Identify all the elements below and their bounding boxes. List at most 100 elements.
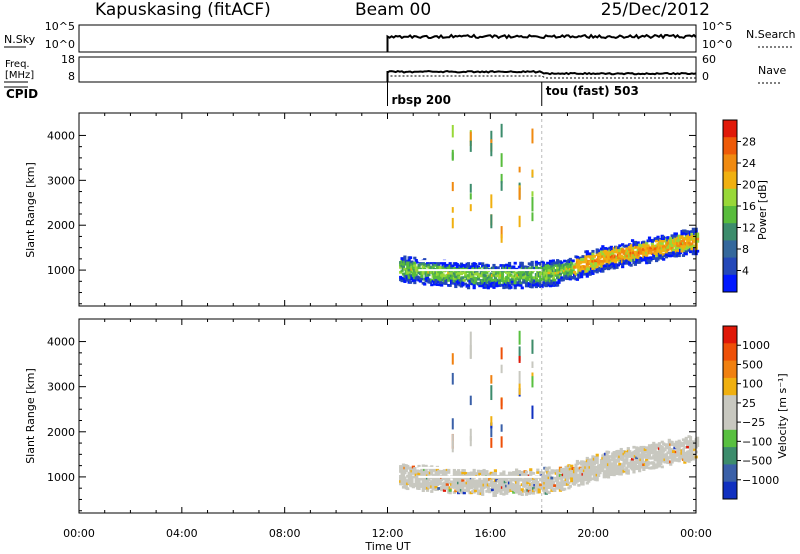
echo-cell [662, 235, 666, 239]
echo-cell [696, 444, 700, 447]
echo-cell [541, 474, 546, 477]
echo-cell [604, 249, 608, 253]
echo-cell [679, 453, 683, 457]
echo-cell [500, 424, 503, 432]
time-tick-label: 00:00 [680, 527, 712, 540]
echo-cell [478, 262, 482, 265]
echo-cell [407, 271, 411, 274]
echo-cell [430, 472, 434, 476]
echo-cell [493, 471, 498, 475]
echo-cell [595, 476, 599, 479]
echo-cell [642, 240, 646, 244]
echo-cell [408, 281, 413, 284]
echo-cell [512, 483, 516, 487]
echo-cell [548, 259, 553, 263]
echo-cell [647, 261, 652, 264]
echo-cell [518, 187, 521, 200]
echo-cell [413, 261, 417, 265]
echo-cell [531, 169, 534, 178]
echo-cell [633, 250, 637, 254]
colorbar-tick-label: 25 [742, 397, 756, 410]
echo-cell [696, 249, 700, 253]
echo-cell [585, 250, 589, 254]
echo-cell [670, 234, 674, 238]
echo-cell [462, 278, 466, 282]
echo-cell [451, 353, 454, 365]
echo-cell [632, 470, 636, 474]
echo-cell [687, 440, 691, 443]
colorbar-segment [723, 412, 737, 431]
echo-cell [657, 442, 662, 445]
echo-cell [585, 265, 589, 268]
echo-cell [580, 275, 584, 279]
echo-cell [454, 270, 458, 274]
colorbar-segment [723, 343, 737, 362]
echo-cell [647, 454, 652, 457]
echo-cell [474, 489, 478, 493]
echo-cell [537, 490, 541, 494]
echo-cell [671, 450, 676, 453]
echo-cell [587, 267, 591, 271]
echo-cell [659, 251, 663, 255]
echo-cell [507, 264, 512, 268]
echo-cell [468, 479, 472, 482]
y-tick-label: 4000 [47, 336, 75, 349]
echo-cell [423, 263, 427, 266]
echo-cell [500, 364, 503, 374]
echo-cell [626, 447, 630, 450]
echo-cell [464, 282, 468, 286]
echo-cell [581, 482, 585, 486]
echo-cell [670, 246, 674, 250]
echo-cell [520, 473, 524, 477]
echo-cell [461, 276, 465, 280]
echo-cell [495, 284, 499, 288]
echo-cell [516, 482, 520, 486]
echo-cell [572, 482, 577, 486]
echo-cell [688, 443, 693, 447]
echo-cell [413, 264, 417, 267]
echo-cell [458, 485, 462, 489]
echo-cell [451, 264, 455, 268]
colorbar-tick-label: 20 [742, 179, 756, 192]
echo-cell [524, 279, 529, 283]
echo-cell [505, 477, 509, 480]
echo-cell [434, 485, 438, 489]
echo-cell [546, 480, 550, 484]
echo-cell [444, 486, 448, 490]
echo-cell [630, 239, 635, 242]
nsearch-right-tick-top: 10^5 [702, 20, 732, 33]
power-ylabel: Slant Range [km] [24, 162, 37, 258]
echo-cell [451, 207, 454, 213]
echo-cell [633, 464, 637, 468]
colorbar-tick-label: 12 [742, 222, 756, 235]
echo-cell [447, 468, 451, 472]
echo-cell [654, 239, 659, 243]
echo-cell [489, 272, 493, 276]
echo-cell [577, 266, 581, 269]
time-tick-label: 08:00 [269, 527, 301, 540]
echo-cell [580, 260, 584, 264]
echo-cell [505, 285, 509, 289]
echo-cell [399, 467, 403, 471]
echo-cell [662, 253, 666, 256]
echo-cell [696, 439, 700, 443]
echo-cell [621, 458, 625, 461]
echo-cell [502, 472, 506, 476]
echo-cell [656, 257, 660, 261]
echo-cell [440, 271, 444, 275]
colorbar-segment [723, 188, 737, 207]
echo-cell [466, 264, 471, 268]
echo-cell [435, 283, 440, 286]
colorbar-tick-label: −500 [742, 455, 772, 468]
echo-cell [520, 264, 524, 268]
echo-cell [417, 464, 421, 468]
echo-cell [568, 277, 572, 281]
echo-cell [616, 459, 621, 463]
echo-cell [605, 262, 609, 266]
echo-cell [527, 479, 531, 483]
echo-cell [638, 469, 642, 473]
echo-cell [500, 180, 503, 191]
echo-cell [468, 282, 472, 286]
nsearch-right-tick-bottom: 10^0 [702, 38, 732, 51]
echo-cell [469, 204, 472, 212]
